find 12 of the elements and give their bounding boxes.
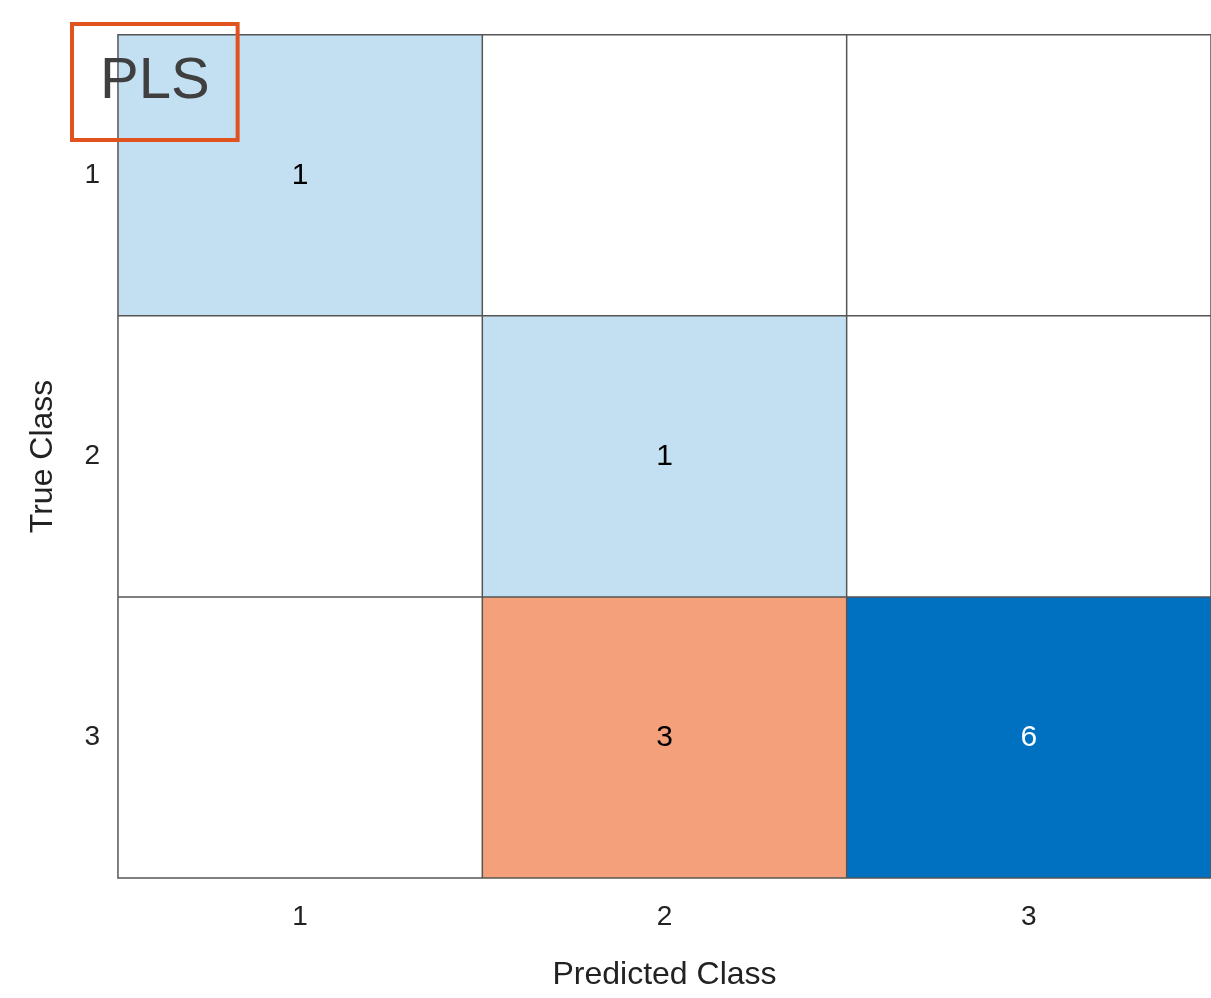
- x-tick-label: 2: [656, 899, 673, 931]
- y-tick-label: 2: [84, 439, 100, 471]
- data-label: 1: [656, 437, 673, 471]
- y-axis-title: True Class: [23, 379, 60, 534]
- data-label: 1: [291, 156, 309, 190]
- x-tick-label: 3: [1021, 899, 1037, 931]
- data-label: 3: [656, 718, 673, 752]
- data-label: 6: [1020, 718, 1038, 752]
- y-tick-label: 3: [84, 720, 100, 752]
- x-tick-label: 1: [292, 899, 308, 931]
- y-tick-label: 1: [84, 158, 100, 190]
- x-axis-title: Predicted Class: [552, 954, 777, 991]
